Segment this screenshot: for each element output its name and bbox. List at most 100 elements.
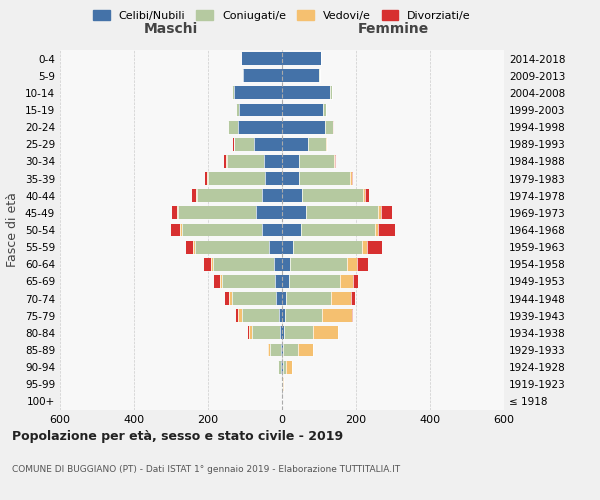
Bar	[284, 326, 313, 340]
Bar	[182, 224, 262, 236]
Bar	[226, 155, 227, 168]
Bar	[350, 172, 352, 185]
Bar	[285, 310, 322, 322]
Bar	[256, 206, 282, 220]
Bar	[282, 86, 330, 100]
Bar	[195, 240, 269, 254]
Bar	[282, 172, 299, 185]
Bar	[232, 86, 234, 100]
Bar	[207, 172, 208, 185]
Bar	[224, 155, 226, 168]
Bar	[282, 70, 319, 82]
Bar	[193, 190, 196, 202]
Text: Maschi: Maschi	[144, 22, 198, 36]
Bar	[193, 240, 195, 254]
Bar	[282, 360, 283, 374]
Bar	[282, 138, 308, 150]
Bar	[249, 326, 253, 340]
Bar	[283, 344, 298, 356]
Bar	[248, 326, 249, 340]
Bar	[203, 258, 211, 270]
Bar	[282, 344, 283, 356]
Bar	[282, 258, 290, 270]
Bar	[269, 240, 282, 254]
Bar	[234, 138, 254, 150]
Bar	[362, 240, 367, 254]
Bar	[280, 326, 282, 340]
Bar	[262, 224, 282, 236]
Bar	[334, 155, 335, 168]
Bar	[238, 120, 282, 134]
Bar	[367, 240, 382, 254]
Bar	[365, 190, 369, 202]
Bar	[254, 138, 282, 150]
Bar	[236, 310, 238, 322]
Bar	[347, 258, 357, 270]
Bar	[220, 275, 221, 288]
Bar	[208, 172, 265, 185]
Bar	[268, 344, 270, 356]
Bar	[197, 190, 262, 202]
Bar	[171, 224, 180, 236]
Bar	[282, 155, 299, 168]
Bar	[282, 275, 289, 288]
Bar	[242, 70, 243, 82]
Bar	[282, 52, 321, 65]
Bar	[331, 292, 351, 305]
Bar	[253, 326, 280, 340]
Bar	[378, 206, 381, 220]
Bar	[196, 190, 197, 202]
Bar	[281, 360, 282, 374]
Bar	[274, 258, 282, 270]
Legend: Celibi/Nubili, Coniugati/e, Vedovi/e, Divorziati/e: Celibi/Nubili, Coniugati/e, Vedovi/e, Di…	[89, 6, 475, 25]
Bar	[319, 70, 320, 82]
Bar	[306, 206, 378, 220]
Bar	[308, 138, 326, 150]
Bar	[243, 70, 282, 82]
Bar	[213, 258, 274, 270]
Bar	[177, 206, 178, 220]
Bar	[299, 155, 334, 168]
Bar	[302, 190, 364, 202]
Bar	[332, 120, 334, 134]
Bar	[286, 360, 292, 374]
Bar	[214, 275, 220, 288]
Bar	[281, 378, 282, 390]
Bar	[299, 172, 350, 185]
Bar	[282, 224, 301, 236]
Bar	[313, 326, 337, 340]
Bar	[340, 275, 353, 288]
Bar	[289, 275, 340, 288]
Bar	[226, 292, 229, 305]
Bar	[283, 360, 286, 374]
Text: Femmine: Femmine	[358, 22, 428, 36]
Bar	[282, 206, 306, 220]
Bar	[281, 344, 282, 356]
Bar	[242, 310, 279, 322]
Bar	[275, 275, 282, 288]
Bar	[364, 190, 365, 202]
Bar	[298, 344, 313, 356]
Bar	[357, 258, 368, 270]
Bar	[293, 240, 362, 254]
Bar	[381, 206, 392, 220]
Bar	[352, 172, 353, 185]
Bar	[282, 120, 325, 134]
Bar	[330, 86, 332, 100]
Bar	[229, 120, 238, 134]
Text: COMUNE DI BUGGIANO (PT) - Dati ISTAT 1° gennaio 2019 - Elaborazione TUTTITALIA.I: COMUNE DI BUGGIANO (PT) - Dati ISTAT 1° …	[12, 465, 400, 474]
Bar	[236, 104, 239, 117]
Bar	[282, 190, 302, 202]
Bar	[227, 155, 263, 168]
Y-axis label: Fasce di età: Fasce di età	[7, 192, 19, 268]
Bar	[378, 224, 395, 236]
Bar	[279, 310, 282, 322]
Bar	[353, 275, 358, 288]
Bar	[232, 292, 277, 305]
Bar	[323, 104, 326, 117]
Bar	[234, 86, 282, 100]
Bar	[352, 310, 353, 322]
Bar	[221, 275, 275, 288]
Bar	[263, 155, 282, 168]
Bar	[283, 378, 284, 390]
